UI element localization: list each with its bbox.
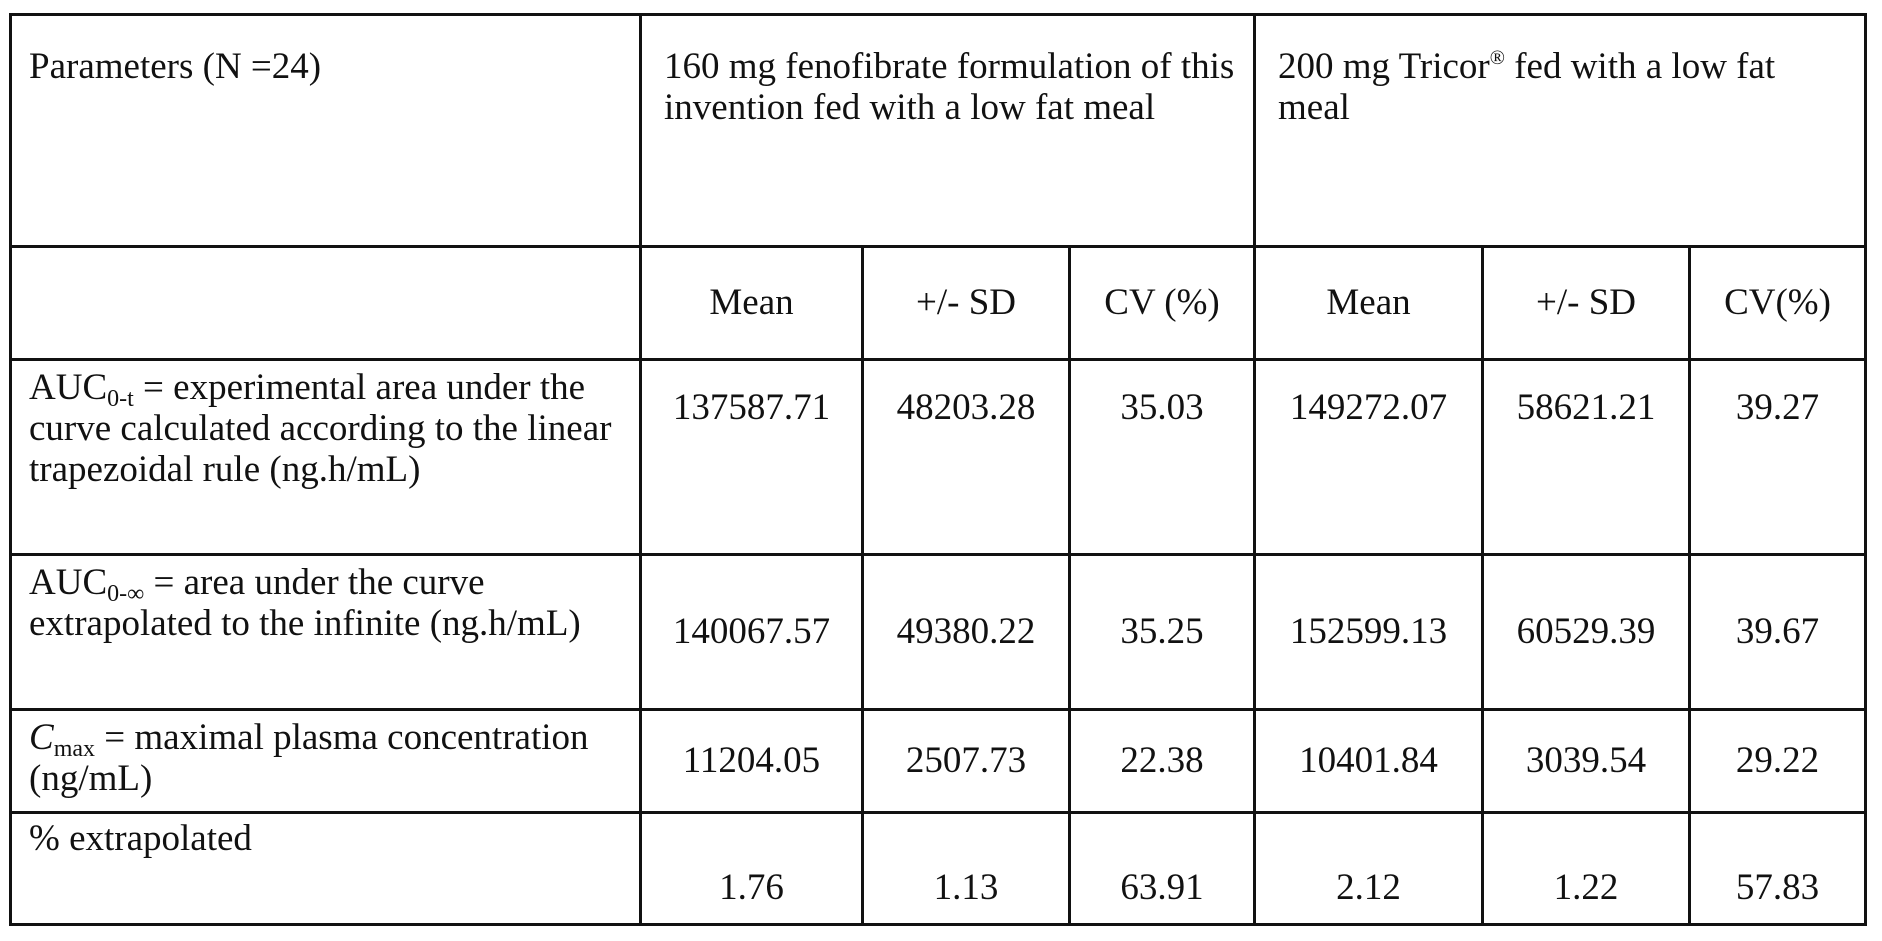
value-cell: 11204.05 [641, 710, 863, 813]
group-header-fenofibrate: 160 mg fenofibrate formulation of this i… [641, 15, 1255, 247]
symbol-text: C [29, 717, 54, 758]
description-text: % extrapolated [29, 818, 252, 859]
value-cell: 22.38 [1070, 710, 1255, 813]
value-cell: 39.27 [1690, 360, 1866, 555]
registered-trademark-mark: ® [1490, 47, 1505, 69]
subheader-mean-1: Mean [641, 247, 863, 360]
value-cell: 149272.07 [1255, 360, 1483, 555]
group-header-tricor-label-start: 200 mg Tricor [1278, 46, 1490, 87]
value-cell: 63.91 [1070, 813, 1255, 925]
group-header-row: Parameters (N =24) 160 mg fenofibrate fo… [11, 15, 1866, 247]
value-cell: 2.12 [1255, 813, 1483, 925]
group-header-tricor: 200 mg Tricor® fed with a low fat meal [1255, 15, 1866, 247]
corner-header-cell: Parameters (N =24) [11, 15, 641, 247]
symbol-text: AUC [29, 562, 107, 603]
value-cell: 137587.71 [641, 360, 863, 555]
subheader-empty-cell [11, 247, 641, 360]
value-cell: 1.13 [863, 813, 1070, 925]
pharmacokinetic-parameters-table: Parameters (N =24) 160 mg fenofibrate fo… [9, 13, 1867, 926]
description-text: = maximal plasma concentration (ng/mL) [29, 717, 589, 799]
row-label-auc-0-t: AUC0-t = experimental area under the cur… [11, 360, 641, 555]
value-cell: 3039.54 [1483, 710, 1690, 813]
row-label-auc-0-inf: AUC0-∞ = area under the curve extrapolat… [11, 555, 641, 710]
subheader-sd-1: +/- SD [863, 247, 1070, 360]
value-cell: 2507.73 [863, 710, 1070, 813]
table-row: AUC0-t = experimental area under the cur… [11, 360, 1866, 555]
value-cell: 152599.13 [1255, 555, 1483, 710]
symbol-text: AUC [29, 367, 107, 408]
table-row: Cmax = maximal plasma concentration (ng/… [11, 710, 1866, 813]
value-cell: 29.22 [1690, 710, 1866, 813]
value-cell: 140067.57 [641, 555, 863, 710]
row-label-percent-extrapolated: % extrapolated [11, 813, 641, 925]
subheader-cv-1: CV (%) [1070, 247, 1255, 360]
group-header-fenofibrate-label: 160 mg fenofibrate formulation of this i… [664, 46, 1234, 128]
subheader-mean-2: Mean [1255, 247, 1483, 360]
value-cell: 60529.39 [1483, 555, 1690, 710]
subheader-cv-2: CV(%) [1690, 247, 1866, 360]
subheader-sd-2: +/- SD [1483, 247, 1690, 360]
value-cell: 49380.22 [863, 555, 1070, 710]
corner-header-label: Parameters (N =24) [29, 46, 321, 87]
table-row: AUC0-∞ = area under the curve extrapolat… [11, 555, 1866, 710]
value-cell: 35.03 [1070, 360, 1255, 555]
value-cell: 1.22 [1483, 813, 1690, 925]
row-label-cmax: Cmax = maximal plasma concentration (ng/… [11, 710, 641, 813]
value-cell: 48203.28 [863, 360, 1070, 555]
subheader-row: Mean +/- SD CV (%) Mean +/- SD CV(%) [11, 247, 1866, 360]
value-cell: 57.83 [1690, 813, 1866, 925]
value-cell: 58621.21 [1483, 360, 1690, 555]
value-cell: 1.76 [641, 813, 863, 925]
value-cell: 35.25 [1070, 555, 1255, 710]
value-cell: 10401.84 [1255, 710, 1483, 813]
description-text: = area under the curve extrapolated to t… [29, 562, 581, 644]
value-cell: 39.67 [1690, 555, 1866, 710]
table-row: % extrapolated 1.76 1.13 63.91 2.12 1.22… [11, 813, 1866, 925]
